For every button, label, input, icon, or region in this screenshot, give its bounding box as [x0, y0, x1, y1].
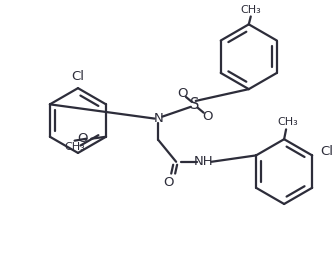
Text: O: O [177, 86, 187, 100]
Text: N: N [154, 112, 163, 125]
Text: Cl: Cl [72, 70, 84, 83]
Text: O: O [163, 175, 173, 189]
Text: Cl: Cl [320, 145, 333, 158]
Text: CH₃: CH₃ [278, 117, 298, 127]
Text: NH: NH [194, 155, 213, 168]
Text: S: S [190, 97, 200, 112]
Text: CH₃: CH₃ [240, 5, 261, 14]
Text: O: O [202, 110, 213, 123]
Text: CH₃: CH₃ [64, 142, 85, 152]
Text: O: O [77, 132, 87, 145]
